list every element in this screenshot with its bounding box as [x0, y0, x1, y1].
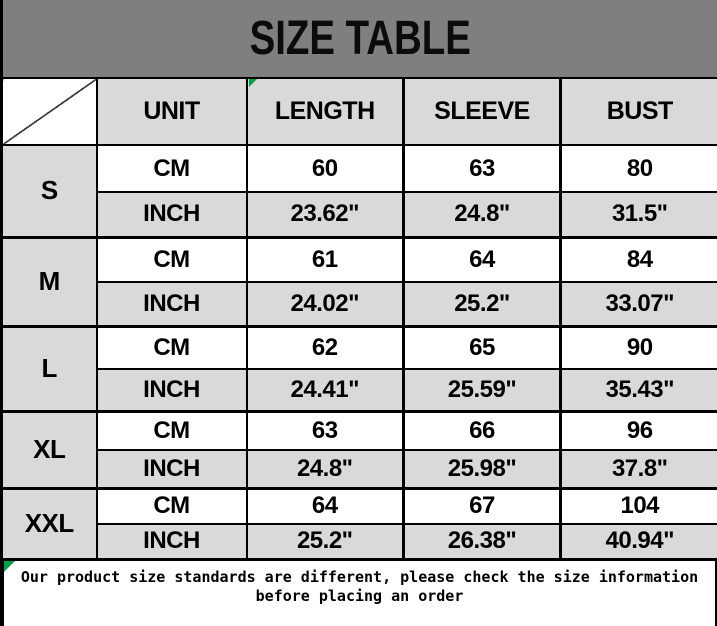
- table-row-s-inch: INCH 23.62" 24.8" 31.5": [2, 191, 717, 239]
- value-cell-bust: 80: [559, 144, 717, 193]
- unit-cell: CM: [95, 144, 248, 193]
- footer-line: Our product size standards are different…: [20, 567, 699, 586]
- value-cell-length: 24.41": [245, 368, 405, 413]
- value-cell-length: 62: [245, 325, 405, 370]
- green-flag-icon: [4, 560, 15, 572]
- table-row-xxl-cm: XXL CM 64 67 104: [0, 487, 717, 561]
- value-cell-length: 60: [245, 144, 405, 193]
- col-header-bust: BUST: [559, 77, 717, 146]
- value-cell-bust: 33.07": [559, 281, 717, 328]
- unit-cell: CM: [95, 325, 248, 370]
- value-cell-length: 61: [245, 236, 405, 283]
- table-row-s-cm: S CM 60 63 80: [0, 144, 717, 239]
- value-cell-sleeve: 67: [402, 487, 562, 525]
- col-header-sleeve: SLEEVE: [402, 77, 562, 146]
- size-table: UNIT LENGTH SLEEVE BUST S CM 60 63 80 IN…: [0, 77, 717, 561]
- value-cell-sleeve: 24.8": [402, 191, 562, 239]
- table-row-l-inch: INCH 24.41" 25.59" 35.43": [2, 368, 717, 413]
- value-cell-bust: 84: [559, 236, 717, 283]
- unit-cell: CM: [95, 236, 248, 283]
- size-label: L: [0, 325, 98, 413]
- value-cell-length: 63: [245, 410, 405, 451]
- header-row: UNIT LENGTH SLEEVE BUST: [0, 77, 717, 146]
- size-label: XL: [0, 410, 98, 490]
- value-cell-sleeve: 64: [402, 236, 562, 283]
- value-cell-sleeve: 25.2": [402, 281, 562, 328]
- banner: SIZE TABLE: [0, 0, 717, 77]
- value-cell-sleeve: 25.98": [402, 449, 562, 490]
- value-cell-sleeve: 26.38": [402, 523, 562, 561]
- value-cell-bust: 96: [559, 410, 717, 451]
- page-title: SIZE TABLE: [249, 12, 471, 65]
- corner-diagonal-cell: [0, 77, 98, 146]
- size-label: XXL: [0, 487, 98, 561]
- value-cell-sleeve: 65: [402, 325, 562, 370]
- value-cell-length: 25.2": [245, 523, 405, 561]
- value-cell-length: 64: [245, 487, 405, 525]
- value-cell-length: 24.02": [245, 281, 405, 328]
- table-row-l-cm: L CM 62 65 90: [0, 325, 717, 413]
- unit-cell: INCH: [95, 449, 248, 490]
- size-label: S: [0, 144, 98, 239]
- value-cell-bust: 31.5": [559, 191, 717, 239]
- unit-cell: CM: [95, 487, 248, 525]
- footer-note: Our product size standards are different…: [0, 560, 717, 626]
- unit-cell: INCH: [95, 281, 248, 328]
- value-cell-sleeve: 25.59": [402, 368, 562, 413]
- value-cell-length: 23.62": [245, 191, 405, 239]
- footer-line: before placing an order: [255, 586, 464, 605]
- value-cell-bust: 90: [559, 325, 717, 370]
- value-cell-length: 24.8": [245, 449, 405, 490]
- value-cell-bust: 37.8": [559, 449, 717, 490]
- green-flag-icon: [248, 80, 257, 87]
- value-cell-sleeve: 66: [402, 410, 562, 451]
- value-cell-bust: 40.94": [559, 523, 717, 561]
- unit-cell: INCH: [95, 368, 248, 413]
- table-row-xl-cm: XL CM 63 66 96: [0, 410, 717, 490]
- col-header-unit: UNIT: [95, 77, 248, 146]
- table-row-xxl-inch: INCH 25.2" 26.38" 40.94": [2, 523, 717, 561]
- col-header-length: LENGTH: [245, 77, 405, 146]
- value-cell-bust: 104: [559, 487, 717, 525]
- table-row-m-inch: INCH 24.02" 25.2" 33.07": [2, 281, 717, 328]
- unit-cell: INCH: [95, 191, 248, 239]
- table-row-m-cm: M CM 61 64 84: [0, 236, 717, 328]
- table-row-xl-inch: INCH 24.8" 25.98" 37.8": [2, 449, 717, 490]
- unit-cell: INCH: [95, 523, 248, 561]
- value-cell-bust: 35.43": [559, 368, 717, 413]
- value-cell-sleeve: 63: [402, 144, 562, 193]
- unit-cell: CM: [95, 410, 248, 451]
- col-header-label: LENGTH: [274, 97, 375, 125]
- size-label: M: [0, 236, 98, 328]
